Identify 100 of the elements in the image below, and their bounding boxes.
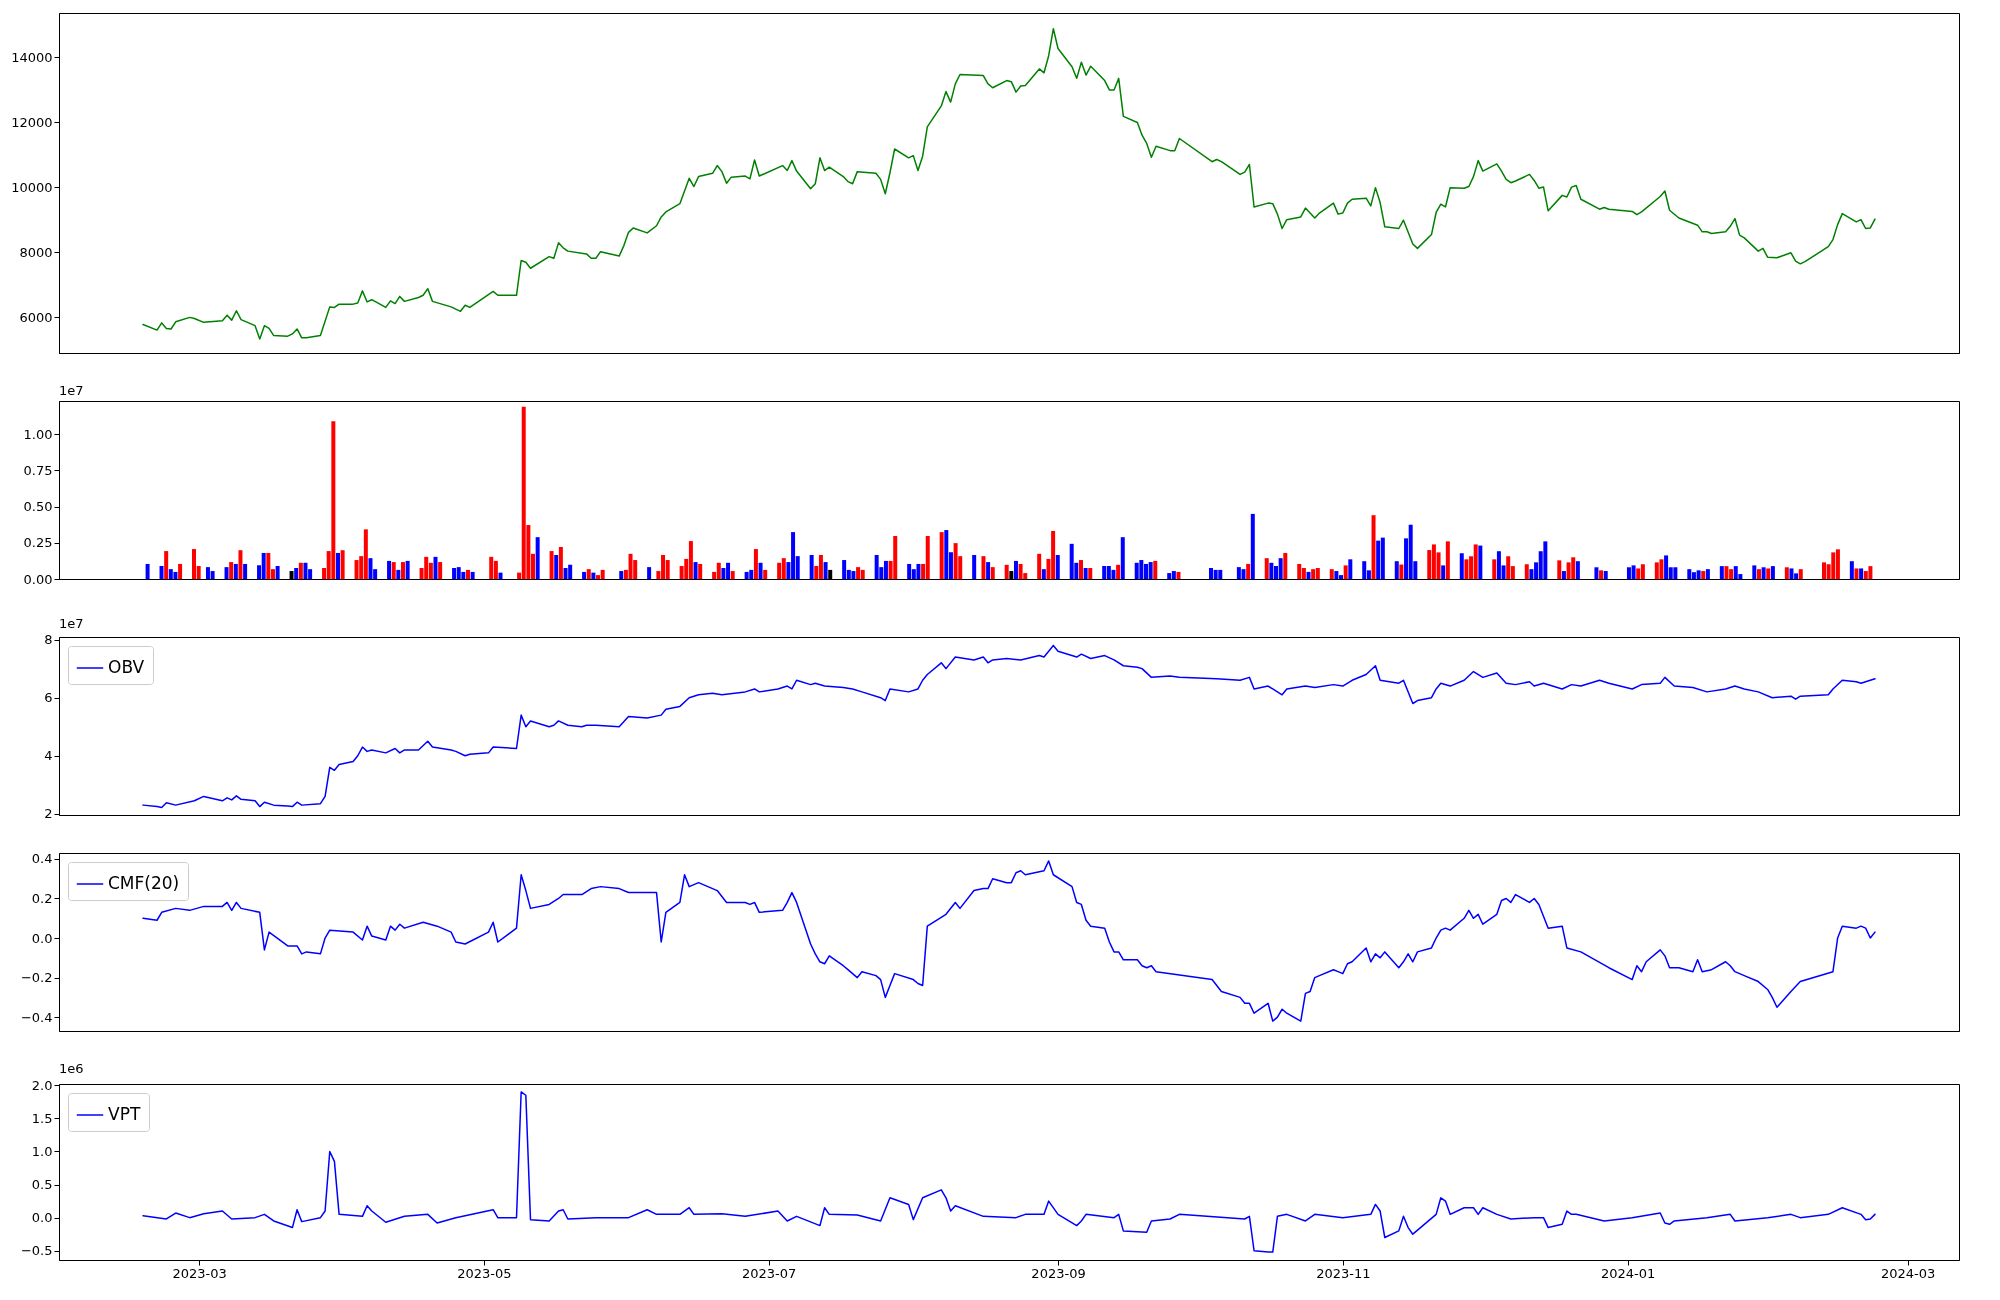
y-tick-label: 14000 — [11, 49, 53, 65]
bar — [647, 567, 652, 579]
bar — [698, 563, 703, 579]
y-tick-label: 1.00 — [23, 426, 53, 442]
bar — [266, 552, 271, 579]
bar — [1343, 565, 1348, 579]
bar — [1315, 568, 1320, 579]
bar — [178, 563, 183, 579]
bar — [986, 562, 991, 579]
text: 1e7 — [59, 615, 84, 631]
bar — [164, 551, 169, 579]
bar — [1116, 564, 1121, 579]
y-tick-label: −0.5 — [20, 1243, 53, 1259]
bar — [210, 571, 215, 579]
bar — [1594, 567, 1599, 579]
y-tick-label: 6 — [44, 690, 53, 706]
bar — [363, 529, 368, 579]
bar — [1301, 568, 1306, 579]
bar — [294, 568, 299, 579]
bar — [1311, 569, 1316, 579]
bar — [1394, 561, 1399, 579]
bar — [1362, 561, 1367, 579]
bar — [1733, 566, 1738, 579]
bar — [1464, 559, 1469, 579]
bar — [809, 554, 814, 579]
bar — [1250, 513, 1255, 579]
bar — [1705, 569, 1710, 579]
bar — [1603, 571, 1608, 579]
bar — [168, 569, 173, 579]
bar — [400, 562, 405, 579]
bar — [145, 563, 150, 579]
bar — [1120, 537, 1125, 579]
bar — [1571, 557, 1576, 579]
bar — [1761, 567, 1766, 579]
x-tick-label: 2023-03 — [172, 1265, 227, 1281]
bar — [1575, 561, 1580, 579]
y-tick-label: 0.0 — [31, 930, 53, 946]
bar — [1849, 561, 1854, 579]
bar — [489, 556, 494, 579]
bar — [563, 568, 568, 579]
bar — [972, 554, 977, 579]
bar — [1859, 568, 1864, 579]
bar — [224, 567, 229, 579]
x-tick-label: 2023-09 — [1031, 1265, 1086, 1281]
bar — [1102, 565, 1107, 579]
bar — [391, 562, 396, 579]
bar — [1088, 568, 1093, 579]
bar — [1784, 567, 1789, 579]
bar — [1835, 549, 1840, 579]
bar — [916, 563, 921, 579]
bar — [1083, 568, 1088, 579]
bar — [1770, 566, 1775, 579]
line-series — [142, 644, 1876, 809]
bar — [944, 530, 949, 579]
bar — [368, 558, 373, 579]
bar — [856, 567, 861, 579]
bar — [781, 558, 786, 579]
bar — [1380, 537, 1385, 579]
bar — [777, 562, 782, 579]
y-tick-label: 0.4 — [31, 851, 53, 867]
bar — [628, 553, 633, 579]
bar — [619, 571, 624, 579]
bar — [466, 569, 470, 579]
bar — [535, 537, 540, 579]
bar — [693, 562, 698, 579]
bar — [1408, 524, 1413, 579]
bar — [1492, 559, 1497, 579]
y-tick-label: 0.0 — [31, 1210, 53, 1226]
bar — [452, 568, 457, 579]
bar — [1171, 571, 1176, 579]
y-tick-label: 0.75 — [23, 462, 53, 478]
bar — [1399, 564, 1404, 579]
bar — [1297, 563, 1302, 579]
bar — [1766, 568, 1771, 579]
y-tick-label: 1.5 — [31, 1110, 53, 1126]
bar — [340, 550, 345, 579]
bar — [1831, 552, 1836, 579]
bar — [860, 569, 865, 579]
bar — [1167, 573, 1172, 579]
x-tick-label: 2023-11 — [1316, 1265, 1371, 1281]
bar — [1134, 562, 1139, 579]
bar — [907, 563, 912, 579]
bar — [261, 552, 266, 579]
bar — [461, 571, 466, 579]
bar — [1376, 540, 1381, 579]
bar — [498, 572, 503, 579]
bar — [1752, 565, 1757, 579]
bar — [1636, 568, 1641, 579]
bar — [1111, 569, 1116, 579]
x-tick-label: 2023-05 — [457, 1265, 512, 1281]
bar — [568, 564, 573, 579]
bar — [470, 571, 475, 579]
y-tick-label: 6000 — [19, 309, 53, 325]
y-tick-label: 2.0 — [31, 1077, 53, 1093]
y-tick-label: 8000 — [19, 244, 53, 260]
bar — [1478, 545, 1483, 579]
legend-label: CMF(20) — [108, 873, 180, 893]
bar — [1306, 571, 1311, 579]
bar — [438, 562, 443, 579]
bar — [1441, 565, 1446, 579]
